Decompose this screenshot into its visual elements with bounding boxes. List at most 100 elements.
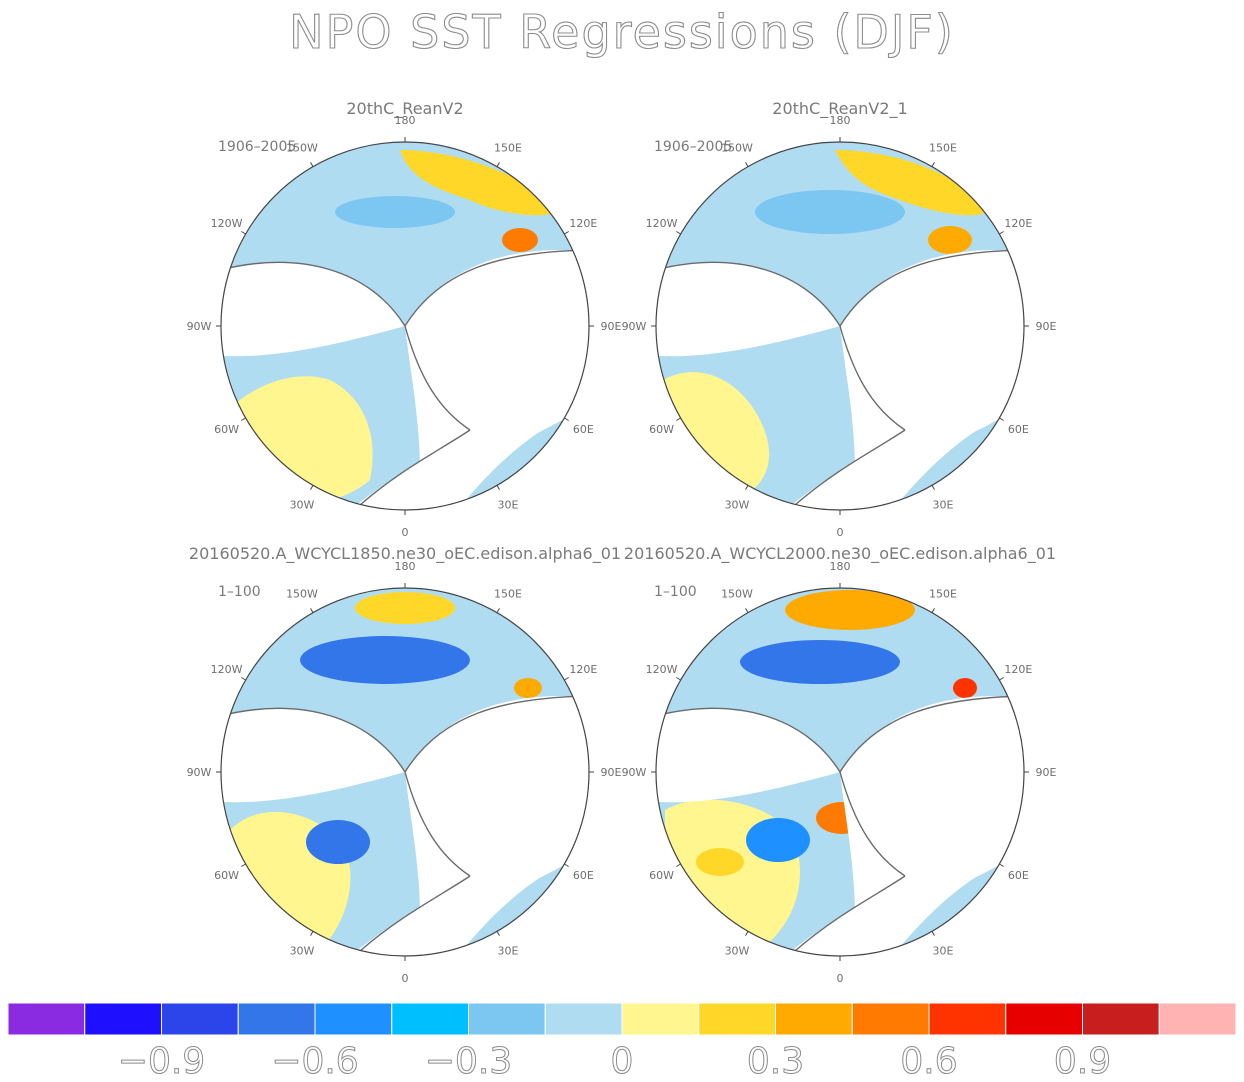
lon-tick [241,231,246,235]
coastlines [221,249,589,506]
land-america [221,708,405,803]
lon-tick [931,162,935,167]
lon-tick [999,231,1004,235]
lon-label: 90W [187,766,212,779]
region-pacific-warm [355,592,455,624]
lon-label: 30E [498,498,519,511]
lon-label: 0 [837,972,844,985]
lon-tick [241,417,246,421]
lon-tick [745,608,749,613]
colorbar-swatch [391,1002,469,1036]
lon-label: 180 [830,114,851,127]
lon-label: 30W [725,944,750,957]
lon-label: 150W [721,142,753,155]
region-labrador [306,820,370,864]
colorbar-tick-label: −0.9 [118,1041,205,1082]
lon-label: 150W [286,142,318,155]
lon-tick [564,417,569,421]
panel-title-2: 20160520.A_WCYCL1850.ne30_oEC.edison.alp… [189,544,621,564]
panel-period-3: 1–100 [654,584,697,600]
lon-tick [745,931,749,936]
lon-label: 120E [1004,663,1032,676]
colorbar-swatch [544,1002,623,1036]
lon-tick [999,863,1004,867]
lon-tick [931,608,935,613]
lon-tick [241,677,246,681]
colorbar-swatch [161,1002,239,1036]
lon-label: 60W [649,869,674,882]
lon-label: 150E [929,142,957,155]
colorbar-tick-label: 0 [611,1041,634,1082]
colorbar: −0.9 −0.6 −0.3 0 0.3 0.6 0.9 [7,1002,1237,1082]
lon-label: 180 [830,560,851,573]
panel-title-0: 20thC_ReanV2 [346,99,463,119]
panel-period-2: 1–100 [218,584,261,600]
lon-label: 150E [929,588,957,601]
lon-label: 30E [933,498,954,511]
colorbar-swatch [621,1002,700,1036]
region-okhotsk [953,678,977,698]
colorbar-tick-label: −0.3 [425,1041,512,1082]
land-america [656,262,840,357]
land-america [221,262,405,357]
lon-label: 0 [402,972,409,985]
colorbar-swatch [1158,1002,1237,1036]
colorbar-tick-label: 0.3 [747,1041,804,1082]
lon-label: 120W [646,663,678,676]
lon-label: 30W [290,944,315,957]
map-panel-0: 20thC_ReanV2 1906–2005 180 150E 120E 90E 60E… [187,99,622,539]
land-europe-africa [785,772,995,956]
lon-label: 30E [498,944,519,957]
colorbar-swatch [237,1002,316,1036]
lon-tick [496,931,500,936]
land-america [656,708,840,803]
colorbar-swatch [7,1002,86,1036]
region-pacific-cold [755,190,905,234]
map-panel-3: 20160520.A_WCYCL2000.ne30_oEC.edison.alp… [622,544,1057,985]
lon-tick [310,931,314,936]
colorbar-swatch [1005,1002,1083,1036]
lon-tick [676,417,681,421]
lon-label: 90E [601,766,622,779]
lon-label: 90E [601,320,622,333]
lon-label: 120E [569,663,597,676]
lon-tick [676,863,681,867]
map-panel-2: 20160520.A_WCYCL1850.ne30_oEC.edison.alp… [187,544,622,985]
lon-tick [745,162,749,167]
lon-label: 30W [290,498,315,511]
land-europe-africa [785,326,995,510]
colorbar-tick-label: 0.6 [900,1041,957,1082]
lon-label: 180 [395,114,416,127]
lon-label: 90W [622,766,647,779]
lon-label: 90E [1036,766,1057,779]
region-okhotsk [514,678,542,698]
colorbar-swatch [698,1002,776,1036]
map-panel-1: 20thC_ReanV2_1 1906–2005 180 150E 120E 90E 6… [622,99,1057,539]
lon-tick [999,677,1004,681]
lon-label: 120E [569,217,597,230]
lon-label: 30W [725,498,750,511]
chart-title: NPO SST Regressions (DJF) [289,5,955,59]
coastlines [221,695,589,952]
lon-label: 180 [395,560,416,573]
lon-label: 60E [573,423,594,436]
lon-label: 90E [1036,320,1057,333]
lon-label: 30E [933,944,954,957]
lon-tick [310,485,314,490]
coastlines [656,695,1024,952]
land-europe-africa [350,326,560,510]
lon-label: 120W [211,217,243,230]
lon-tick [745,485,749,490]
panel-title-1: 20thC_ReanV2_1 [772,99,907,119]
lon-tick [564,863,569,867]
region-pacific-warm [785,590,915,630]
lon-tick [241,863,246,867]
colorbar-swatch [314,1002,393,1036]
lon-label: 120E [1004,217,1032,230]
panel-period-0: 1906–2005 [218,139,296,155]
lon-label: 60E [573,869,594,882]
land-europe-africa [350,772,560,956]
lon-label: 90W [622,320,647,333]
lon-label: 150E [494,142,522,155]
